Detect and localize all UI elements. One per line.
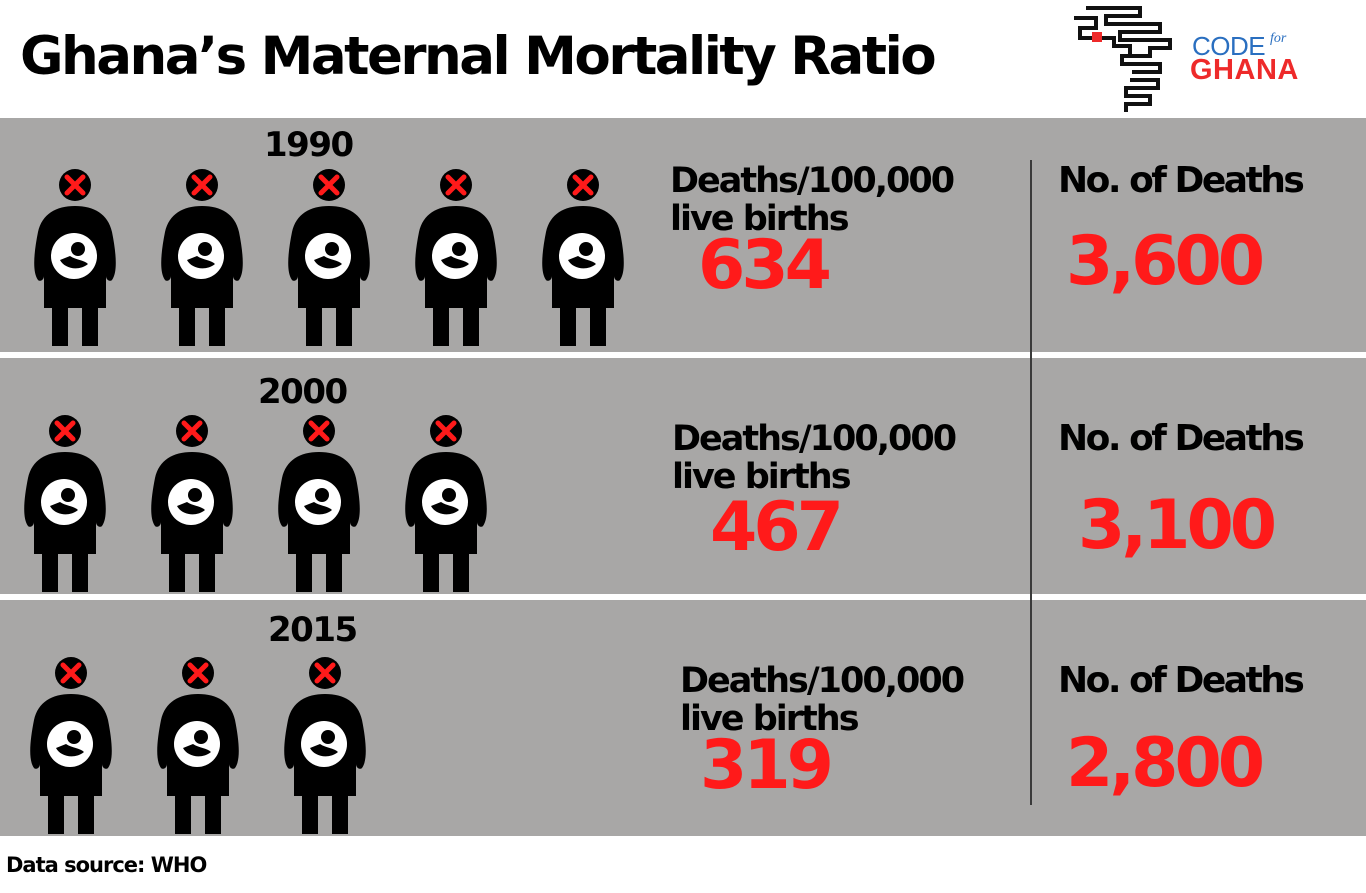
deaths-value: 2,800 <box>1066 724 1265 803</box>
unit-line-1: Deaths/100,000 <box>670 161 955 201</box>
ratio-value: 467 <box>710 488 844 567</box>
logo-for-text: for <box>1270 31 1287 46</box>
unit-line-2: live births <box>672 457 852 497</box>
deaths-label: No. of Deaths <box>1058 660 1305 701</box>
deaths-value: 3,600 <box>1066 222 1265 301</box>
data-source: Data source: WHO <box>6 853 207 877</box>
unit-line-2: live births <box>670 199 850 239</box>
pregnant-woman-icon <box>274 414 364 598</box>
unit-label: Deaths/100,000 live births <box>670 161 955 239</box>
africa-map-icon <box>1074 6 1172 112</box>
deaths-label: No. of Deaths <box>1058 160 1305 201</box>
unit-line-2: live births <box>680 699 860 739</box>
unit-label: Deaths/100,000 live births <box>680 661 965 739</box>
pregnant-woman-icon <box>153 656 243 840</box>
pregnant-woman-icon <box>147 414 237 598</box>
code-for-ghana-logo: CODE for GHANA <box>1070 4 1330 116</box>
deaths-label: No. of Deaths <box>1058 418 1305 459</box>
pregnant-woman-icon <box>538 168 628 352</box>
logo-ghana-text: GHANA <box>1190 54 1299 86</box>
ratio-value: 634 <box>698 226 832 305</box>
pregnant-woman-icon <box>280 656 370 840</box>
pregnant-woman-icon <box>411 168 501 352</box>
pregnant-woman-icon <box>284 168 374 352</box>
pregnant-woman-icon <box>30 168 120 352</box>
unit-label: Deaths/100,000 live births <box>672 419 957 497</box>
pregnant-woman-icon <box>20 414 110 598</box>
deaths-value: 3,100 <box>1078 486 1277 565</box>
year-label: 1990 <box>264 125 354 165</box>
year-label: 2015 <box>268 610 358 650</box>
column-divider <box>1030 160 1032 805</box>
pregnant-woman-icon <box>401 414 491 598</box>
unit-line-1: Deaths/100,000 <box>680 661 965 701</box>
ratio-value: 319 <box>700 726 834 805</box>
logo-code-text: CODE <box>1192 31 1266 61</box>
page-title: Ghana’s Maternal Mortality Ratio <box>20 26 937 87</box>
year-label: 2000 <box>258 372 348 412</box>
pregnant-woman-icon <box>157 168 247 352</box>
unit-line-1: Deaths/100,000 <box>672 419 957 459</box>
pregnant-woman-icon <box>26 656 116 840</box>
